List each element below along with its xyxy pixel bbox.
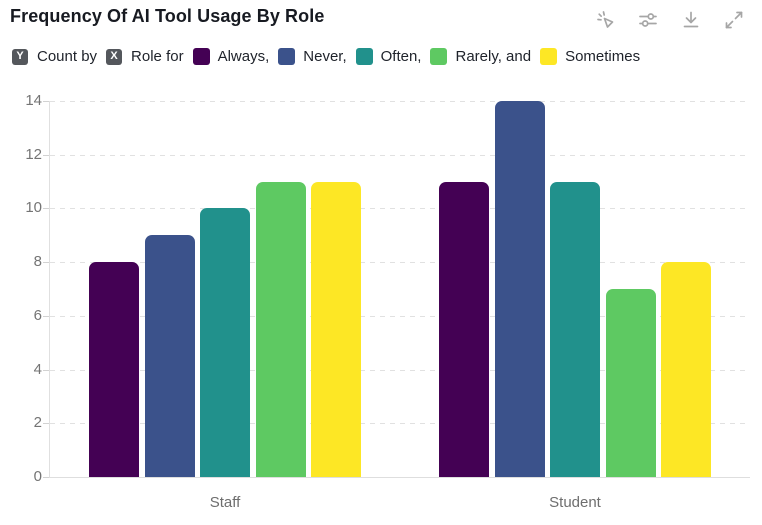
y-axis-badge: Y — [12, 48, 28, 65]
legend-swatch — [430, 48, 448, 65]
legend-series: Always, Never, Often, Rarely, and Sometimes — [192, 48, 640, 65]
y-tick-mark — [43, 423, 49, 425]
legend-swatch — [278, 48, 296, 65]
y-tick-label: 4 — [33, 360, 42, 378]
bar-staff-sometimes[interactable] — [311, 181, 361, 477]
x-axis-line — [49, 477, 750, 478]
sliders-icon[interactable] — [636, 8, 660, 32]
bar-student-always[interactable] — [439, 181, 489, 477]
expand-icon[interactable] — [722, 8, 746, 32]
y-gridline — [50, 101, 750, 102]
download-icon[interactable] — [679, 8, 703, 32]
legend-label: Often, — [380, 48, 422, 65]
legend-x-text: Role for — [131, 48, 184, 65]
bar-staff-always[interactable] — [89, 262, 139, 477]
bar-staff-rarely[interactable] — [255, 181, 306, 477]
y-gridline — [50, 423, 750, 425]
x-tick-label-student: Student — [549, 494, 601, 511]
bar-student-never[interactable] — [494, 101, 545, 477]
page-title: Frequency Of AI Tool Usage By Role — [10, 6, 325, 26]
legend-swatch — [540, 48, 558, 65]
y-gridline — [50, 208, 750, 210]
bar-student-sometimes[interactable] — [661, 262, 711, 477]
y-tick-mark — [43, 369, 49, 371]
legend-item-never: Never, — [278, 48, 347, 65]
legend-label: Never, — [303, 48, 347, 65]
bar-student-rarely[interactable] — [605, 289, 656, 477]
y-tick-mark — [43, 154, 49, 156]
y-tick-label: 14 — [25, 92, 42, 109]
x-tick-label-staff: Staff — [209, 494, 241, 511]
y-tick-mark — [43, 101, 49, 102]
legend-swatch — [355, 48, 373, 65]
legend-item-sometimes: Sometimes — [540, 48, 640, 65]
y-gridline — [50, 315, 750, 317]
legend-label: Always, — [217, 48, 270, 65]
y-tick-label: 8 — [33, 253, 42, 271]
legend-label: Sometimes — [565, 48, 641, 65]
legend: Y Count by X Role for Always, Never, Often… — [12, 48, 640, 65]
y-gridline — [50, 369, 750, 371]
y-tick-label: 10 — [25, 199, 42, 217]
y-gridline — [50, 154, 750, 156]
y-tick-label: 6 — [33, 306, 42, 324]
y-tick-mark — [43, 208, 49, 210]
pointer-spark-icon[interactable] — [593, 8, 617, 32]
y-axis-line — [49, 101, 50, 477]
bar-staff-never[interactable] — [144, 235, 195, 477]
y-tick-label: 0 — [33, 468, 42, 485]
y-tick-mark — [43, 262, 49, 264]
bar-student-often[interactable] — [550, 181, 600, 477]
y-tick-label: 2 — [33, 414, 42, 432]
x-axis-badge: X — [106, 48, 123, 65]
y-tick-mark — [43, 477, 49, 478]
bar-staff-often[interactable] — [200, 208, 250, 477]
y-tick-label: 12 — [25, 145, 42, 163]
legend-item-often: Often, — [355, 48, 422, 65]
legend-y-text: Count by — [37, 48, 98, 65]
y-gridline — [50, 262, 750, 264]
chart-toolbar — [593, 8, 746, 32]
legend-swatch — [192, 48, 210, 65]
legend-item-rarelyand: Rarely, and — [430, 48, 531, 65]
legend-label: Rarely, and — [455, 48, 532, 65]
legend-item-always: Always, — [192, 48, 270, 65]
y-tick-mark — [43, 315, 49, 317]
